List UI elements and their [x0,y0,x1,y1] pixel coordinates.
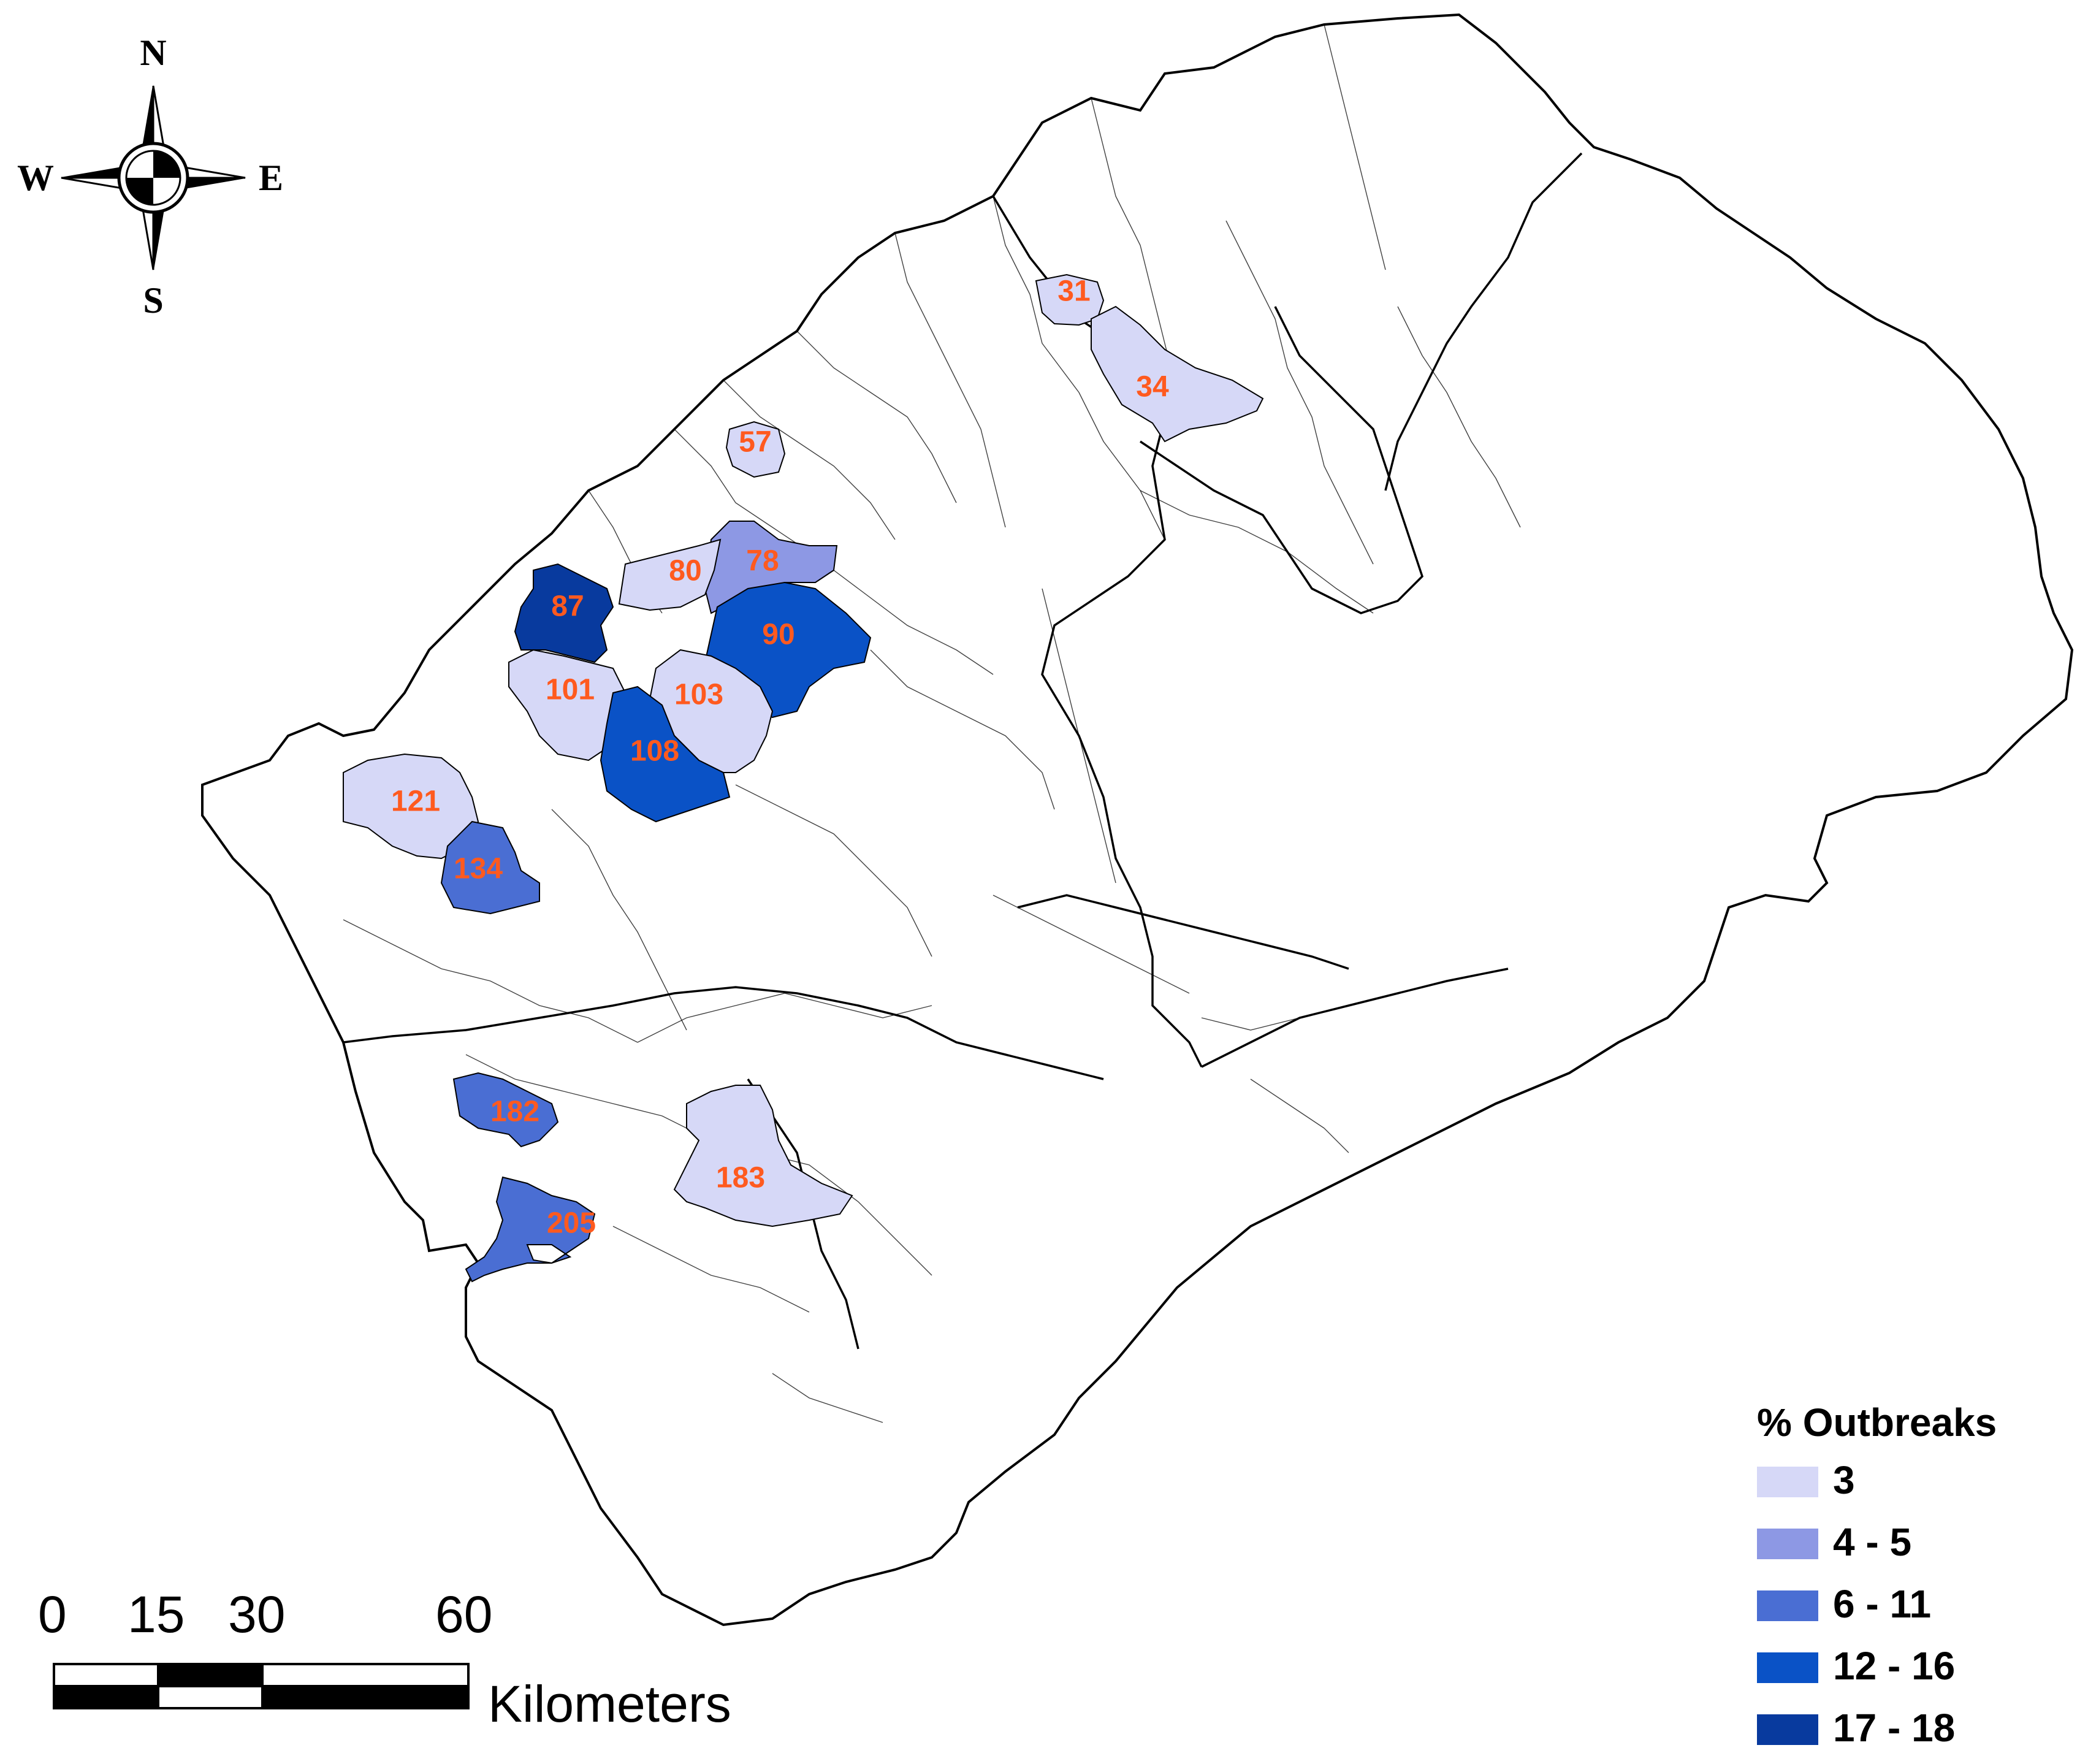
scale-tick-label: 15 [128,1586,185,1643]
scale-bar: 0 15 30 60 Kilometers [38,1586,731,1733]
choropleth-regions [343,273,1264,1283]
region-label: 57 [739,426,771,459]
region-label: 182 [490,1096,539,1128]
region-183[interactable] [673,1085,853,1228]
legend-label: 3 [1833,1458,1855,1502]
scale-unit-label: Kilometers [488,1675,731,1733]
region-80[interactable] [618,538,722,611]
region-label: 183 [716,1162,765,1194]
region-134[interactable] [440,820,540,915]
compass-west-label: W [17,158,54,198]
region-label: 108 [630,735,679,768]
compass-south-label: S [143,280,163,321]
study-area-boundary [201,13,2074,1627]
legend-swatch [1757,1590,1818,1621]
compass-north-label: N [140,32,166,73]
region-label: 90 [762,619,794,651]
region-label: 78 [746,545,779,578]
region-label: 87 [551,590,584,623]
legend-swatch [1757,1467,1818,1497]
legend-swatch [1757,1714,1818,1745]
region-label: 34 [1136,371,1169,403]
region-57[interactable] [725,421,786,478]
region-label: 103 [674,679,723,711]
legend-label: 12 - 16 [1833,1644,1955,1688]
region-labels: 31 34 57 78 80 87 90 101 103 108 121 134… [391,275,1169,1240]
region-label: 134 [454,853,503,885]
region-87[interactable] [514,563,614,663]
scale-tick-label: 60 [435,1586,492,1643]
region-label: 121 [391,785,440,818]
region-label: 101 [546,674,595,706]
scale-tick-label: 30 [228,1586,285,1643]
region-78[interactable] [704,521,838,614]
region-34[interactable] [1091,305,1264,443]
legend-swatch [1757,1652,1818,1683]
legend-label: 6 - 11 [1833,1582,1931,1626]
scale-bar-graphic [53,1663,470,1709]
region-108[interactable] [600,685,731,823]
legend-swatch [1757,1529,1818,1559]
compass-rose: N S E W [17,32,283,321]
region-182[interactable] [452,1072,559,1148]
legend-label: 4 - 5 [1833,1520,1911,1564]
compass-east-label: E [259,158,283,198]
scale-tick-label: 0 [38,1586,67,1643]
region-label: 31 [1057,275,1090,308]
legend-label: 17 - 18 [1833,1706,1955,1750]
region-label: 80 [669,555,701,587]
region-205[interactable] [465,1176,596,1283]
legend: % Outbreaks 3 4 - 5 6 - 11 12 - 16 17 - 18 [1757,1400,1997,1750]
legend-title: % Outbreaks [1757,1400,1997,1445]
region-label: 205 [547,1207,596,1240]
